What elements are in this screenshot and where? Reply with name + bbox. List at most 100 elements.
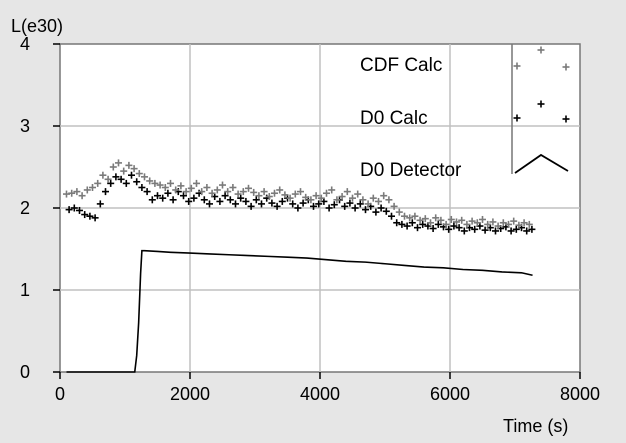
d0-calc-point xyxy=(128,171,135,179)
cdf-calc-point xyxy=(281,191,289,199)
d0-calc-point xyxy=(138,184,146,191)
cdf-calc-point xyxy=(115,159,122,167)
d0-calc-point xyxy=(393,219,401,227)
cdf-calc-point xyxy=(245,184,252,192)
cdf-calc-point xyxy=(499,219,507,227)
d0-calc-point xyxy=(362,206,369,214)
d0-calc-point xyxy=(154,192,161,200)
d0-calc-point xyxy=(377,204,385,212)
legend-cdf-calc-marker xyxy=(537,46,545,54)
d0-calc-point xyxy=(372,208,380,216)
cdf-calc-point xyxy=(437,216,445,224)
d0-calc-point xyxy=(315,200,323,208)
series-layer xyxy=(63,159,536,373)
cdf-calc-point xyxy=(89,184,96,191)
cdf-calc-point xyxy=(63,190,70,198)
d0-calc-point xyxy=(356,200,364,208)
cdf-calc-point xyxy=(317,194,325,202)
y-tick-label: 1 xyxy=(20,280,30,300)
cdf-calc-point xyxy=(354,190,362,198)
legend-label-d0-calc: D0 Calc xyxy=(360,108,428,129)
legend-label-cdf-calc: CDF Calc xyxy=(360,55,442,76)
d0-calc-point xyxy=(206,200,213,208)
cdf-calc-point xyxy=(479,215,486,223)
cdf-calc-point xyxy=(109,163,117,171)
d0-calc-point xyxy=(232,200,239,208)
cdf-calc-point xyxy=(250,188,258,196)
d0-calc-point xyxy=(91,214,99,222)
d0-calc-point xyxy=(252,196,260,204)
cdf-calc-point xyxy=(265,193,273,201)
y-tick-label: 4 xyxy=(20,34,30,54)
grid-layer xyxy=(60,44,580,372)
cdf-calc-point xyxy=(416,216,424,224)
cdf-calc-point xyxy=(458,216,466,224)
d0-calc-point xyxy=(143,188,151,196)
cdf-calc-point xyxy=(141,173,148,181)
x-tick-label: 2000 xyxy=(170,384,210,404)
legend-d0-detector-marker xyxy=(514,153,569,174)
d0-calc-point xyxy=(164,189,172,197)
cdf-calc-point xyxy=(198,188,206,196)
d0-calc-point xyxy=(507,227,515,235)
d0-calc-point xyxy=(102,188,109,196)
cdf-calc-point xyxy=(193,179,200,187)
d0-calc-point xyxy=(434,220,442,228)
cdf-calc-point xyxy=(349,194,356,202)
cdf-calc-point xyxy=(432,214,440,222)
d0-calc-point xyxy=(117,175,125,183)
x-tick-label: 0 xyxy=(55,384,65,404)
d0-calc-point xyxy=(65,206,73,214)
cdf-calc-point xyxy=(463,220,471,228)
d0-calc-point xyxy=(221,192,229,200)
cdf-calc-point xyxy=(229,184,237,191)
d0-calc-point xyxy=(107,179,115,187)
d0-calc-point xyxy=(133,178,141,186)
d0-calc-point xyxy=(70,204,78,212)
cdf-calc-point xyxy=(338,193,346,201)
cdf-calc-point xyxy=(161,184,169,191)
cdf-calc-point xyxy=(213,186,221,194)
d0-calc-point xyxy=(299,199,307,207)
d0-calc-point xyxy=(351,204,359,212)
cdf-calc-point xyxy=(151,179,159,187)
d0-calc-point xyxy=(419,220,427,228)
cdf-calc-point xyxy=(385,196,393,204)
d0-calc-point xyxy=(341,202,349,210)
cdf-calc-point xyxy=(484,220,492,228)
cdf-calc-point xyxy=(99,171,107,179)
cdf-calc-point xyxy=(255,192,263,200)
cdf-calc-point xyxy=(78,192,86,200)
d0-calc-point xyxy=(455,224,463,232)
cdf-calc-point xyxy=(312,192,320,200)
cdf-calc-point xyxy=(515,221,523,229)
d0-calc-point xyxy=(96,200,104,208)
x-axis-label: Time (s) xyxy=(503,416,568,436)
d0-calc-point xyxy=(216,197,224,205)
cdf-calc-point xyxy=(83,186,91,194)
legend-label-d0-detector: D0 Detector xyxy=(360,160,462,181)
cdf-calc-point xyxy=(411,212,419,220)
cdf-calc-point xyxy=(120,167,128,175)
d0-calc-point xyxy=(398,220,406,228)
cdf-calc-point xyxy=(406,214,414,222)
legend-marks xyxy=(511,44,570,174)
cdf-calc-point xyxy=(286,194,294,202)
cdf-calc-point xyxy=(510,217,518,225)
cdf-calc-point xyxy=(94,179,102,187)
cdf-calc-point xyxy=(369,194,377,202)
d0-calc-point xyxy=(414,224,421,232)
cdf-calc-point xyxy=(442,220,450,228)
d0-calc-point xyxy=(76,206,83,214)
cdf-calc-point xyxy=(359,196,367,204)
cdf-calc-point xyxy=(271,189,278,197)
cdf-calc-point xyxy=(494,222,502,230)
cdf-calc-point xyxy=(333,196,341,204)
cdf-calc-point xyxy=(343,188,351,196)
cdf-calc-point xyxy=(182,188,190,196)
cdf-calc-point xyxy=(130,165,138,173)
cdf-calc-point xyxy=(276,186,284,194)
d0-calc-point xyxy=(471,225,479,233)
cdf-calc-point xyxy=(224,188,232,196)
d0-calc-point xyxy=(408,219,416,227)
